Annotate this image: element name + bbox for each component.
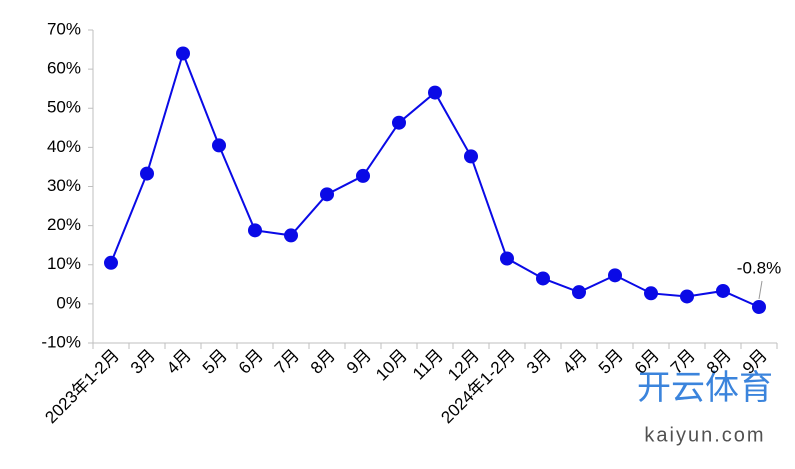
data-point [356, 168, 370, 183]
data-point [464, 149, 478, 164]
y-tick-label: 50% [47, 98, 81, 117]
x-tick-label: 5月 [199, 346, 231, 378]
data-point [392, 115, 406, 130]
x-tick-label: 4月 [163, 346, 195, 378]
data-point [248, 223, 262, 238]
data-point [212, 138, 226, 153]
data-point [140, 166, 154, 181]
x-tick-label: 11月 [409, 346, 447, 384]
y-tick-label: 40% [47, 137, 81, 156]
x-tick-label: 4月 [559, 346, 591, 378]
data-point [752, 300, 766, 315]
y-tick-label: 20% [47, 215, 81, 234]
data-point [644, 286, 658, 301]
label-leader [758, 280, 763, 300]
y-tick-label: 70% [47, 19, 81, 38]
x-tick-label: 3月 [127, 346, 159, 378]
y-tick-label: 0% [56, 293, 81, 312]
x-tick-label: 7月 [271, 346, 303, 378]
watermark-url: kaiyun.com [644, 424, 765, 446]
data-point [536, 271, 550, 286]
y-tick-label: 10% [47, 254, 81, 273]
data-point [284, 228, 298, 243]
y-tick-label: -10% [41, 332, 81, 351]
x-tick-label: 9月 [343, 346, 375, 378]
data-label: -0.8% [737, 258, 781, 277]
x-tick-label: 10月 [372, 346, 411, 385]
x-tick-label: 5月 [595, 346, 627, 378]
data-point [428, 85, 442, 100]
data-point [716, 283, 730, 298]
data-point [572, 285, 586, 300]
x-tick-label: 2023年1-2月 [41, 346, 123, 428]
y-tick-label: 60% [47, 59, 81, 78]
data-point [320, 187, 334, 202]
x-tick-label: 3月 [523, 346, 555, 378]
data-point [104, 255, 118, 270]
x-tick-label: 6月 [235, 346, 267, 378]
x-tick-label: 8月 [307, 346, 339, 378]
y-tick-label: 30% [47, 176, 81, 195]
data-point [176, 46, 190, 61]
data-point [680, 289, 694, 304]
watermark-brand: 开云体育 [637, 369, 773, 407]
data-point [500, 251, 514, 266]
data-point [608, 268, 622, 283]
